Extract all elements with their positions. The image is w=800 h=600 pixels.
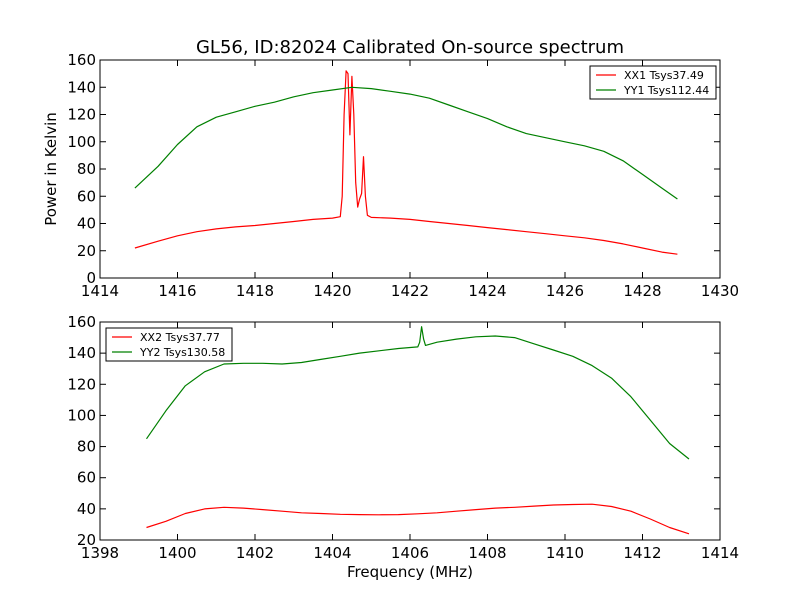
bottom-spectrum-panel: 20 40 60 80 100 120 140 160 1398 1400 1402 1404 140… [67, 313, 739, 581]
top-x-ticks: 1414 1416 1418 1420 1422 1424 1426 1428 1430 [81, 60, 739, 300]
bottom-y-ticks: 20 40 60 80 100 120 140 160 [67, 313, 720, 549]
bottom-series-layer [146, 326, 690, 535]
bottom-x-tick-label: 1410 [546, 544, 584, 562]
top-x-tick-label: 1414 [81, 282, 119, 300]
top-x-tick-label: 1422 [391, 282, 429, 300]
top-x-tick-label: 1428 [623, 282, 661, 300]
bottom-legend-box [105, 327, 233, 362]
bottom-x-ticks: 1398 1400 1402 1404 1406 1408 1410 1412 1414 [81, 322, 739, 562]
bottom-series-green-line [146, 326, 690, 460]
bottom-x-tick-label: 1402 [236, 544, 274, 562]
top-y-tick-label: 100 [67, 133, 96, 151]
top-series-layer [134, 70, 678, 255]
bottom-x-axis-label: Frequency (MHz) [347, 563, 473, 581]
top-y-tick-label: 80 [77, 160, 96, 178]
top-y-tick-label: 20 [77, 242, 96, 260]
top-x-tick-label: 1416 [158, 282, 196, 300]
top-legend: XX1 Tsys37.49 YY1 Tsys112.44 [589, 65, 717, 100]
bottom-x-tick-label: 1414 [701, 544, 739, 562]
top-y-tick-label: 160 [67, 51, 96, 69]
top-series-red-line [134, 70, 678, 255]
bottom-y-tick-label: 40 [77, 500, 96, 518]
bottom-x-tick-label: 1398 [81, 544, 119, 562]
top-legend-box [589, 65, 717, 100]
bottom-y-tick-label: 60 [77, 469, 96, 487]
top-x-tick-label: 1418 [236, 282, 274, 300]
top-legend-label: XX1 Tsys37.49 [624, 69, 704, 82]
bottom-legend-label: XX2 Tsys37.77 [140, 331, 220, 344]
top-x-tick-label: 1424 [468, 282, 506, 300]
bottom-y-tick-label: 20 [77, 531, 96, 549]
top-y-tick-label: 40 [77, 215, 96, 233]
bottom-legend-label: YY2 Tsys130.58 [139, 346, 225, 359]
bottom-x-tick-label: 1404 [313, 544, 351, 562]
figure-title: GL56, ID:82024 Calibrated On-source spec… [196, 37, 624, 58]
bottom-x-tick-label: 1406 [391, 544, 429, 562]
bottom-y-tick-label: 120 [67, 375, 96, 393]
bottom-y-tick-label: 140 [67, 344, 96, 362]
bottom-y-tick-label: 80 [77, 438, 96, 456]
top-y-ticks: 0 20 40 60 80 100 120 140 160 [67, 51, 720, 287]
top-x-tick-label: 1420 [313, 282, 351, 300]
bottom-x-tick-label: 1412 [623, 544, 661, 562]
top-x-tick-label: 1426 [546, 282, 584, 300]
top-y-tick-label: 0 [86, 269, 96, 287]
bottom-y-tick-label: 160 [67, 313, 96, 331]
top-series-green-line [134, 86, 678, 200]
top-y-tick-label: 140 [67, 78, 96, 96]
top-legend-label: YY1 Tsys112.44 [623, 84, 709, 97]
top-x-tick-label: 1430 [701, 282, 739, 300]
top-y-tick-label: 120 [67, 106, 96, 124]
bottom-y-tick-label: 100 [67, 406, 96, 424]
bottom-x-tick-label: 1400 [158, 544, 196, 562]
top-y-tick-label: 60 [77, 187, 96, 205]
bottom-series-red-line [146, 503, 690, 535]
bottom-legend: XX2 Tsys37.77 YY2 Tsys130.58 [105, 327, 233, 362]
bottom-x-tick-label: 1408 [468, 544, 506, 562]
top-y-axis-label: Power in Kelvin [42, 112, 60, 226]
